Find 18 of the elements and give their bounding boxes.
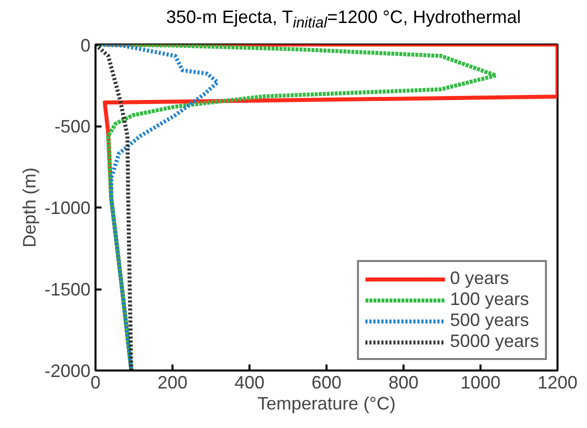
y-tick-label: -2000 xyxy=(44,361,91,381)
x-tick-label: 800 xyxy=(388,372,419,392)
legend-label: 100 years xyxy=(450,289,529,310)
x-tick-label: 1200 xyxy=(537,372,578,392)
chart-title: 350-m Ejecta, T$_{initial}$=1200 °C, Hydrothermal xyxy=(166,6,521,34)
legend-label: 500 years xyxy=(450,310,529,331)
y-tick-label: 0 xyxy=(80,36,91,56)
x-tick-label: 400 xyxy=(234,372,265,392)
y-tick-label: -1000 xyxy=(44,198,91,218)
legend-label: 0 years xyxy=(450,268,509,289)
y-tick-label: -1500 xyxy=(44,280,91,300)
y-tick-label: -500 xyxy=(54,116,91,136)
x-tick-label: 200 xyxy=(157,372,188,392)
x-tick-label: 1000 xyxy=(460,372,501,392)
x-axis-title: Temperature (°C) xyxy=(257,394,396,414)
x-tick-label: 600 xyxy=(311,372,342,392)
y-axis-title: Depth (m) xyxy=(19,167,40,248)
legend-label: 5000 years xyxy=(450,331,539,352)
